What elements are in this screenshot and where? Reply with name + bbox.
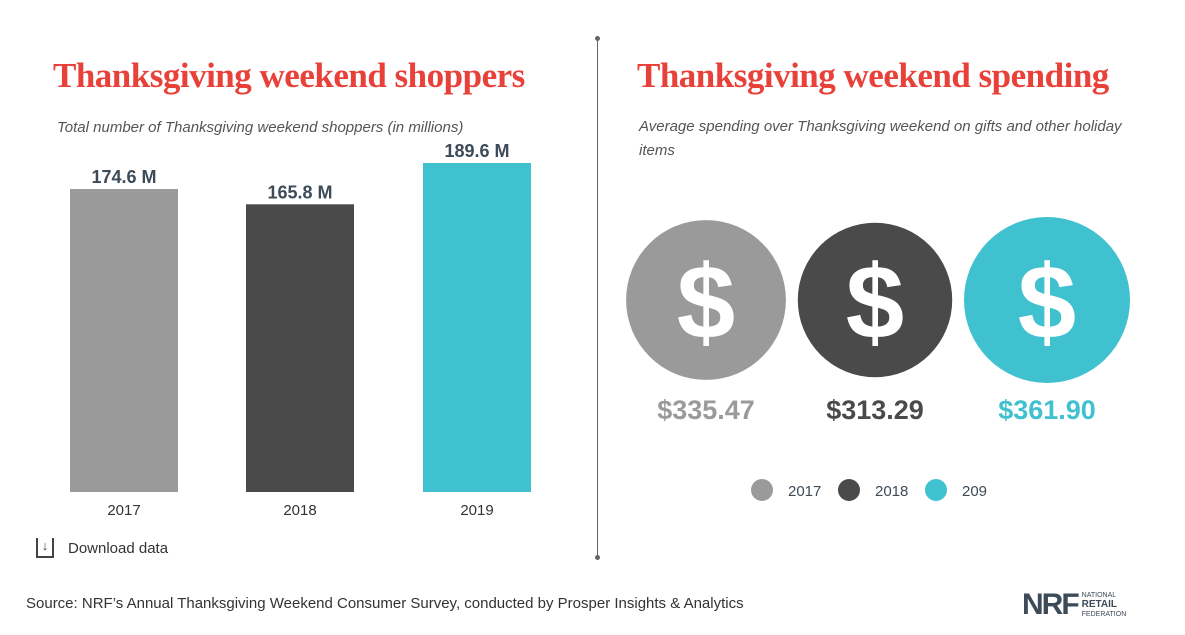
download-icon: ↓ (36, 538, 54, 558)
legend-swatch (751, 479, 773, 501)
download-data-link[interactable]: ↓ Download data (36, 538, 168, 558)
x-tick-label: 2017 (107, 502, 140, 519)
bar-2019 (423, 163, 531, 492)
spending-label: $335.47 (657, 395, 755, 425)
bar-label: 174.6 M (91, 167, 156, 187)
bar-2017 (70, 189, 178, 492)
nrf-logo: NRF NATIONAL RETAIL FEDERATION (1022, 588, 1127, 621)
legend-label: 209 (962, 483, 987, 500)
dollar-icon: $ (677, 244, 735, 361)
left-subtitle: Total number of Thanksgiving weekend sho… (57, 119, 464, 136)
left-title: Thanksgiving weekend shoppers (53, 56, 525, 95)
divider-end (595, 36, 600, 41)
right-title: Thanksgiving weekend spending (637, 56, 1109, 95)
spending-circle-2017 (626, 220, 786, 380)
spending-circle-209 (964, 217, 1130, 383)
download-label: Download data (68, 539, 169, 557)
x-tick-label: 2018 (283, 502, 316, 519)
spending-label: $361.90 (998, 395, 1096, 425)
spending-circle-2018 (797, 222, 953, 378)
legend-swatch (925, 479, 947, 501)
bar-label: 189.6 M (444, 141, 509, 161)
logo-mark: NRF (1022, 588, 1080, 621)
dollar-icon: $ (1018, 244, 1076, 361)
bar-2018 (246, 204, 354, 492)
legend-label: 2018 (875, 483, 908, 500)
divider-end (595, 555, 600, 560)
divider (597, 38, 598, 558)
legend-swatch (838, 479, 860, 501)
right-subtitle: Average spending over Thanksgiving weeke… (639, 118, 1122, 159)
legend-label: 2017 (788, 483, 821, 500)
source-note: Source: NRF’s Annual Thanksgiving Weeken… (26, 595, 744, 612)
x-tick-label: 2019 (460, 502, 493, 519)
bar-label: 165.8 M (267, 182, 332, 202)
dollar-icon: $ (846, 244, 904, 361)
spending-label: $313.29 (826, 395, 924, 425)
